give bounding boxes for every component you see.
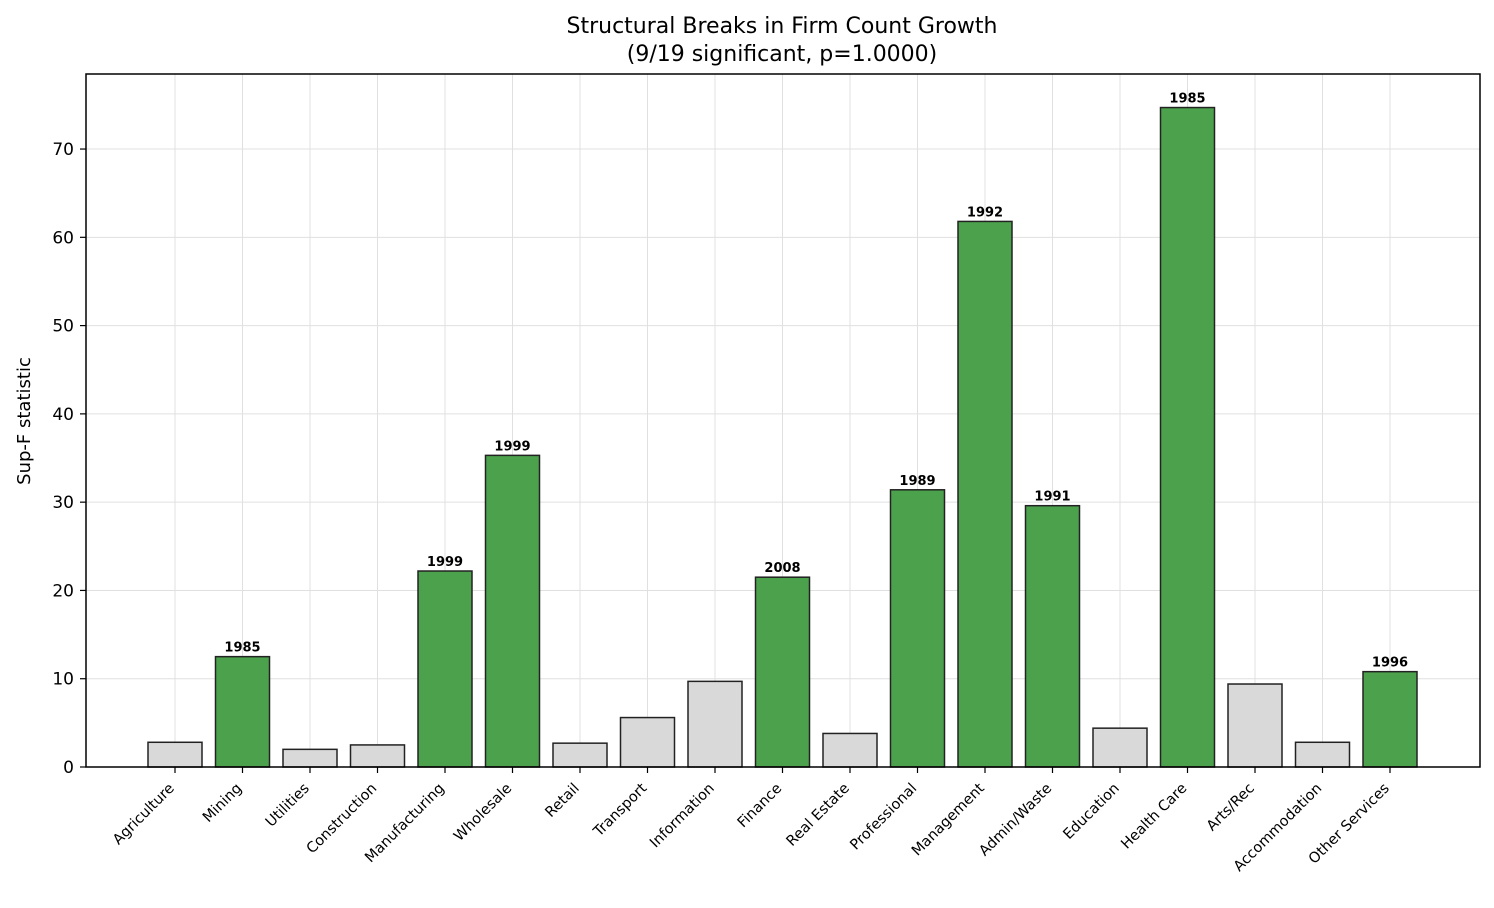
bar-real-estate <box>822 732 878 768</box>
bar-mining <box>214 655 271 768</box>
x-tick-label: Health Care <box>1118 780 1190 852</box>
chart-subtitle: (9/19 significant, p=1.0000) <box>627 42 938 67</box>
y-tick-label: 60 <box>52 228 74 248</box>
bar-wholesale <box>484 454 541 768</box>
x-tick-label: Utilities <box>263 781 313 831</box>
bar-accommodation <box>1294 741 1351 768</box>
break-year-label: 1991 <box>1034 490 1070 505</box>
bar-agriculture <box>147 741 203 768</box>
x-tick-label: Education <box>1060 781 1122 843</box>
y-tick-label: 20 <box>52 581 74 601</box>
bar-utilities <box>282 748 338 768</box>
x-tick-label: Arts/Rec <box>1204 780 1258 834</box>
bar-labels: 1985 1999 1999 2008 1989 1992 1991 1985 1996 <box>224 92 1408 671</box>
x-tick-label: Mining <box>200 781 245 826</box>
y-axis-label: Sup-F statistic <box>14 357 35 485</box>
bar-information <box>687 680 743 768</box>
break-year-label: 1992 <box>967 205 1003 220</box>
break-year-label: 1999 <box>494 439 530 454</box>
bar-other-services <box>1362 670 1418 768</box>
break-year-label: 2008 <box>764 561 800 576</box>
break-year-label: 1985 <box>224 641 260 656</box>
x-tick-label: Admin/Waste <box>976 780 1055 859</box>
x-tick-label: Finance <box>735 780 786 831</box>
bar-education <box>1092 727 1148 768</box>
break-year-label: 1996 <box>1372 656 1408 671</box>
x-tick-label: Real Estate <box>784 780 853 849</box>
x-tick-label: Retail <box>543 781 583 821</box>
break-year-label: 1989 <box>899 474 935 489</box>
y-tick-label: 50 <box>52 317 74 337</box>
chart-title: Structural Breaks in Firm Count Growth <box>567 14 998 39</box>
x-tick-label: Professional <box>847 781 920 854</box>
x-tick-label: Wholesale <box>451 780 515 844</box>
bar-transport <box>619 716 676 768</box>
y-tick-label: 30 <box>52 493 74 513</box>
bar-retail <box>552 742 608 768</box>
y-tick-label: 70 <box>52 140 74 160</box>
y-tick-label: 10 <box>52 670 74 690</box>
x-tick-label: Agriculture <box>110 780 178 848</box>
x-tick-label: Information <box>647 781 718 852</box>
y-axis-ticks: 0 10 20 30 40 50 60 70 <box>52 140 86 778</box>
break-year-label: 1985 <box>1169 92 1205 107</box>
bar-manufacturing <box>417 570 473 768</box>
bar-construction <box>349 744 406 768</box>
bars <box>147 106 1418 768</box>
x-axis-ticks: Agriculture Mining UtilitiesConstructionMa… <box>110 767 1393 875</box>
x-tick-label: Construction <box>304 781 381 858</box>
x-tick-label: Transport <box>590 780 650 840</box>
bar-professional <box>889 489 946 768</box>
y-tick-label: 0 <box>63 758 74 778</box>
break-year-label: 1999 <box>427 555 463 570</box>
y-tick-label: 40 <box>52 405 74 425</box>
bar-management <box>957 220 1013 768</box>
bar-finance <box>754 576 811 768</box>
bar-admin-waste <box>1024 504 1081 768</box>
bar-health-care <box>1159 106 1216 768</box>
bar-arts-rec <box>1227 683 1283 768</box>
